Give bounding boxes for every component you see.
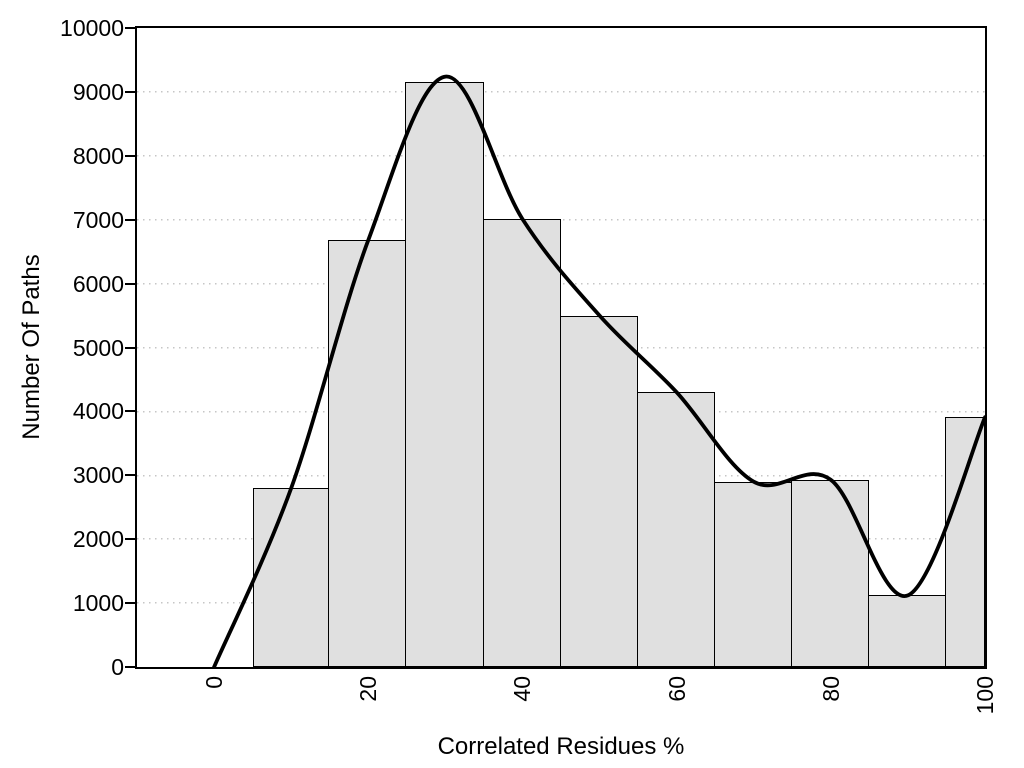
gridline-y-7000 <box>137 218 985 221</box>
x-tick-label-100: 100 <box>972 676 998 715</box>
gridline-y-9000 <box>137 91 985 94</box>
histogram-bar-15-25 <box>328 240 407 667</box>
y-tick-5000 <box>125 346 137 349</box>
y-tick-9000 <box>125 90 137 93</box>
y-tick-label-8000: 8000 <box>72 142 124 169</box>
histogram-bar-5-15 <box>252 488 330 667</box>
y-tick-label-0: 0 <box>111 654 124 680</box>
distribution-curve <box>212 74 987 669</box>
histogram-bar-95-100 <box>945 417 985 667</box>
histogram-bar-45-55 <box>559 315 639 667</box>
x-tick-label-60: 60 <box>663 676 690 702</box>
y-tick-4000 <box>125 410 137 413</box>
x-tick-label-20: 20 <box>355 676 382 702</box>
y-tick-label-5000: 5000 <box>72 334 124 361</box>
histogram-bar-55-65 <box>636 392 716 667</box>
y-tick-label-9000: 9000 <box>72 78 124 105</box>
y-tick-label-6000: 6000 <box>72 270 124 297</box>
gridline-y-8000 <box>137 155 985 158</box>
plot-area <box>137 28 987 669</box>
y-tick-3000 <box>125 474 137 477</box>
y-tick-label-10000: 10000 <box>60 15 124 41</box>
curve-path <box>212 74 987 669</box>
y-tick-2000 <box>125 538 137 541</box>
x-tick-label-40: 40 <box>509 676 536 702</box>
y-tick-0 <box>125 666 137 668</box>
y-tick-label-3000: 3000 <box>72 462 124 489</box>
gridline-y-6000 <box>137 282 985 285</box>
y-tick-1000 <box>125 602 137 605</box>
y-tick-label-1000: 1000 <box>72 590 124 617</box>
y-tick-label-4000: 4000 <box>72 398 124 425</box>
x-tick-label-0: 0 <box>201 676 228 689</box>
y-tick-label-2000: 2000 <box>72 526 124 553</box>
y-tick-7000 <box>125 218 137 221</box>
y-tick-6000 <box>125 282 137 285</box>
y-tick-8000 <box>125 154 137 157</box>
x-axis-title: Correlated Residues % <box>437 733 685 760</box>
y-tick-label-7000: 7000 <box>72 206 124 233</box>
y-tick-10000 <box>125 27 137 29</box>
x-tick-label-80: 80 <box>817 676 844 702</box>
y-axis-title: Number Of Paths <box>18 254 45 440</box>
histogram-bar-35-45 <box>482 219 561 667</box>
